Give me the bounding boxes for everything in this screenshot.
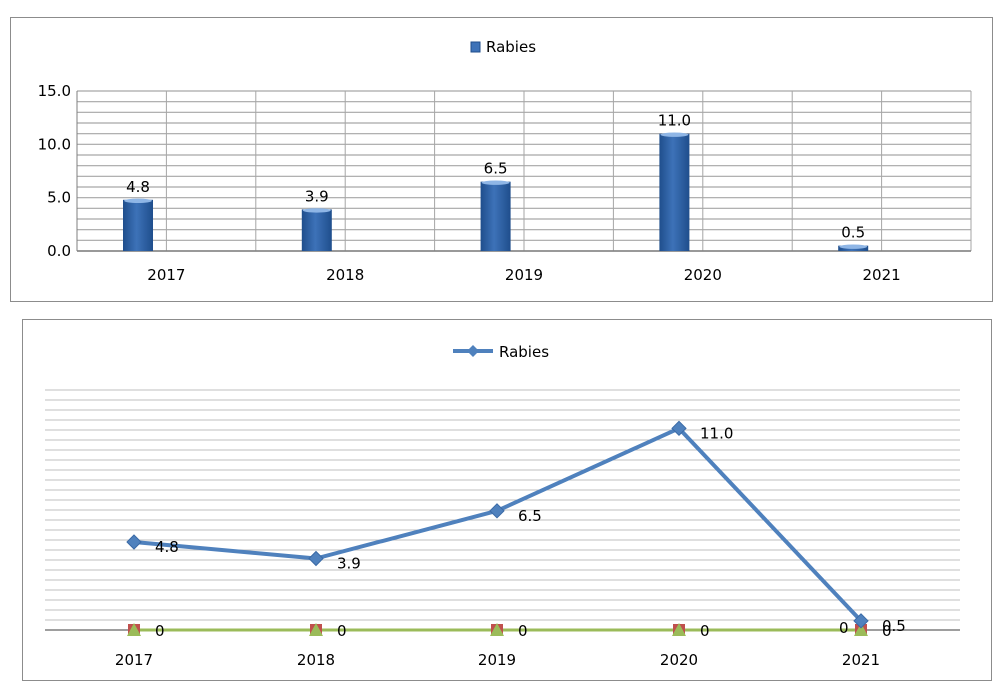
line-data-label: 4.8 — [155, 538, 179, 556]
x-tick-label: 2021 — [842, 651, 880, 669]
zero-data-label: 0 — [337, 622, 347, 640]
bar — [301, 209, 332, 251]
zero-data-label: 0 — [882, 622, 892, 640]
zero-data-label: 0 — [155, 622, 165, 640]
series-line-rabies — [133, 426, 863, 623]
series-marker-diamond — [489, 503, 505, 519]
line-chart-panel: 2017 2018 2019 2020 2021 0 0 0 0 0 0 4.8 3.9 6.5 11.0 0… — [22, 319, 992, 681]
line-data-label: 0.5 — [882, 617, 906, 635]
series-marker-triangle — [854, 623, 868, 636]
x-tick-label: 2020 — [660, 651, 698, 669]
series-marker-diamond — [308, 550, 324, 567]
bar — [659, 133, 690, 251]
zero-data-label: 0 — [518, 622, 528, 640]
line-data-label: 11.0 — [700, 424, 733, 442]
bar-chart-panel: 0.0 5.0 10.0 15.0 4.8 2017 3.9 2018 6.5 2019 11.0 2… — [10, 17, 993, 302]
bar-chart: 0.0 5.0 10.0 15.0 4.8 2017 3.9 2018 6.5 2019 11.0 2… — [38, 38, 972, 284]
bar-top-cap — [839, 244, 868, 249]
y-tick-label: 15.0 — [38, 82, 71, 100]
x-tick-label: 2019 — [478, 651, 516, 669]
zero-data-label: 0 — [839, 619, 849, 637]
legend-swatch — [470, 41, 481, 53]
bar-top-cap — [481, 180, 510, 185]
bar-data-label: 11.0 — [658, 112, 691, 130]
y-tick-label: 0.0 — [47, 242, 71, 260]
series-marker-triangle — [490, 623, 504, 636]
series-marker-diamond — [126, 534, 142, 550]
legend-marker-diamond — [467, 345, 479, 357]
x-tick-label: 2020 — [684, 266, 722, 284]
line-data-label: 3.9 — [337, 555, 361, 573]
series-marker-triangle — [672, 623, 686, 636]
x-tick-label: 2021 — [863, 266, 901, 284]
x-tick-label: 2018 — [297, 651, 335, 669]
x-tick-label: 2017 — [147, 266, 185, 284]
zero-data-label: 0 — [700, 622, 710, 640]
y-tick-label: 10.0 — [38, 135, 71, 153]
legend-label: Rabies — [486, 38, 536, 56]
series-marker-diamond — [853, 613, 869, 629]
bar — [480, 181, 511, 251]
line-data-label: 6.5 — [518, 507, 542, 525]
x-tick-label: 2018 — [326, 266, 364, 284]
y-tick-label: 5.0 — [47, 189, 71, 207]
bar-data-label: 4.8 — [126, 178, 150, 196]
bar-data-label: 6.5 — [484, 160, 508, 178]
bar-top-cap — [124, 198, 152, 203]
bar — [123, 199, 153, 251]
series-marker-diamond — [671, 420, 687, 437]
legend-label: Rabies — [499, 343, 549, 361]
bar-top-cap — [302, 208, 331, 213]
x-tick-label: 2019 — [505, 266, 543, 284]
bar-top-cap — [660, 132, 689, 137]
bar-data-label: 0.5 — [841, 224, 865, 242]
series-marker-triangle — [127, 623, 141, 636]
x-tick-label: 2017 — [115, 651, 153, 669]
series-marker-triangle — [309, 623, 323, 636]
bar-data-label: 3.9 — [305, 187, 329, 205]
